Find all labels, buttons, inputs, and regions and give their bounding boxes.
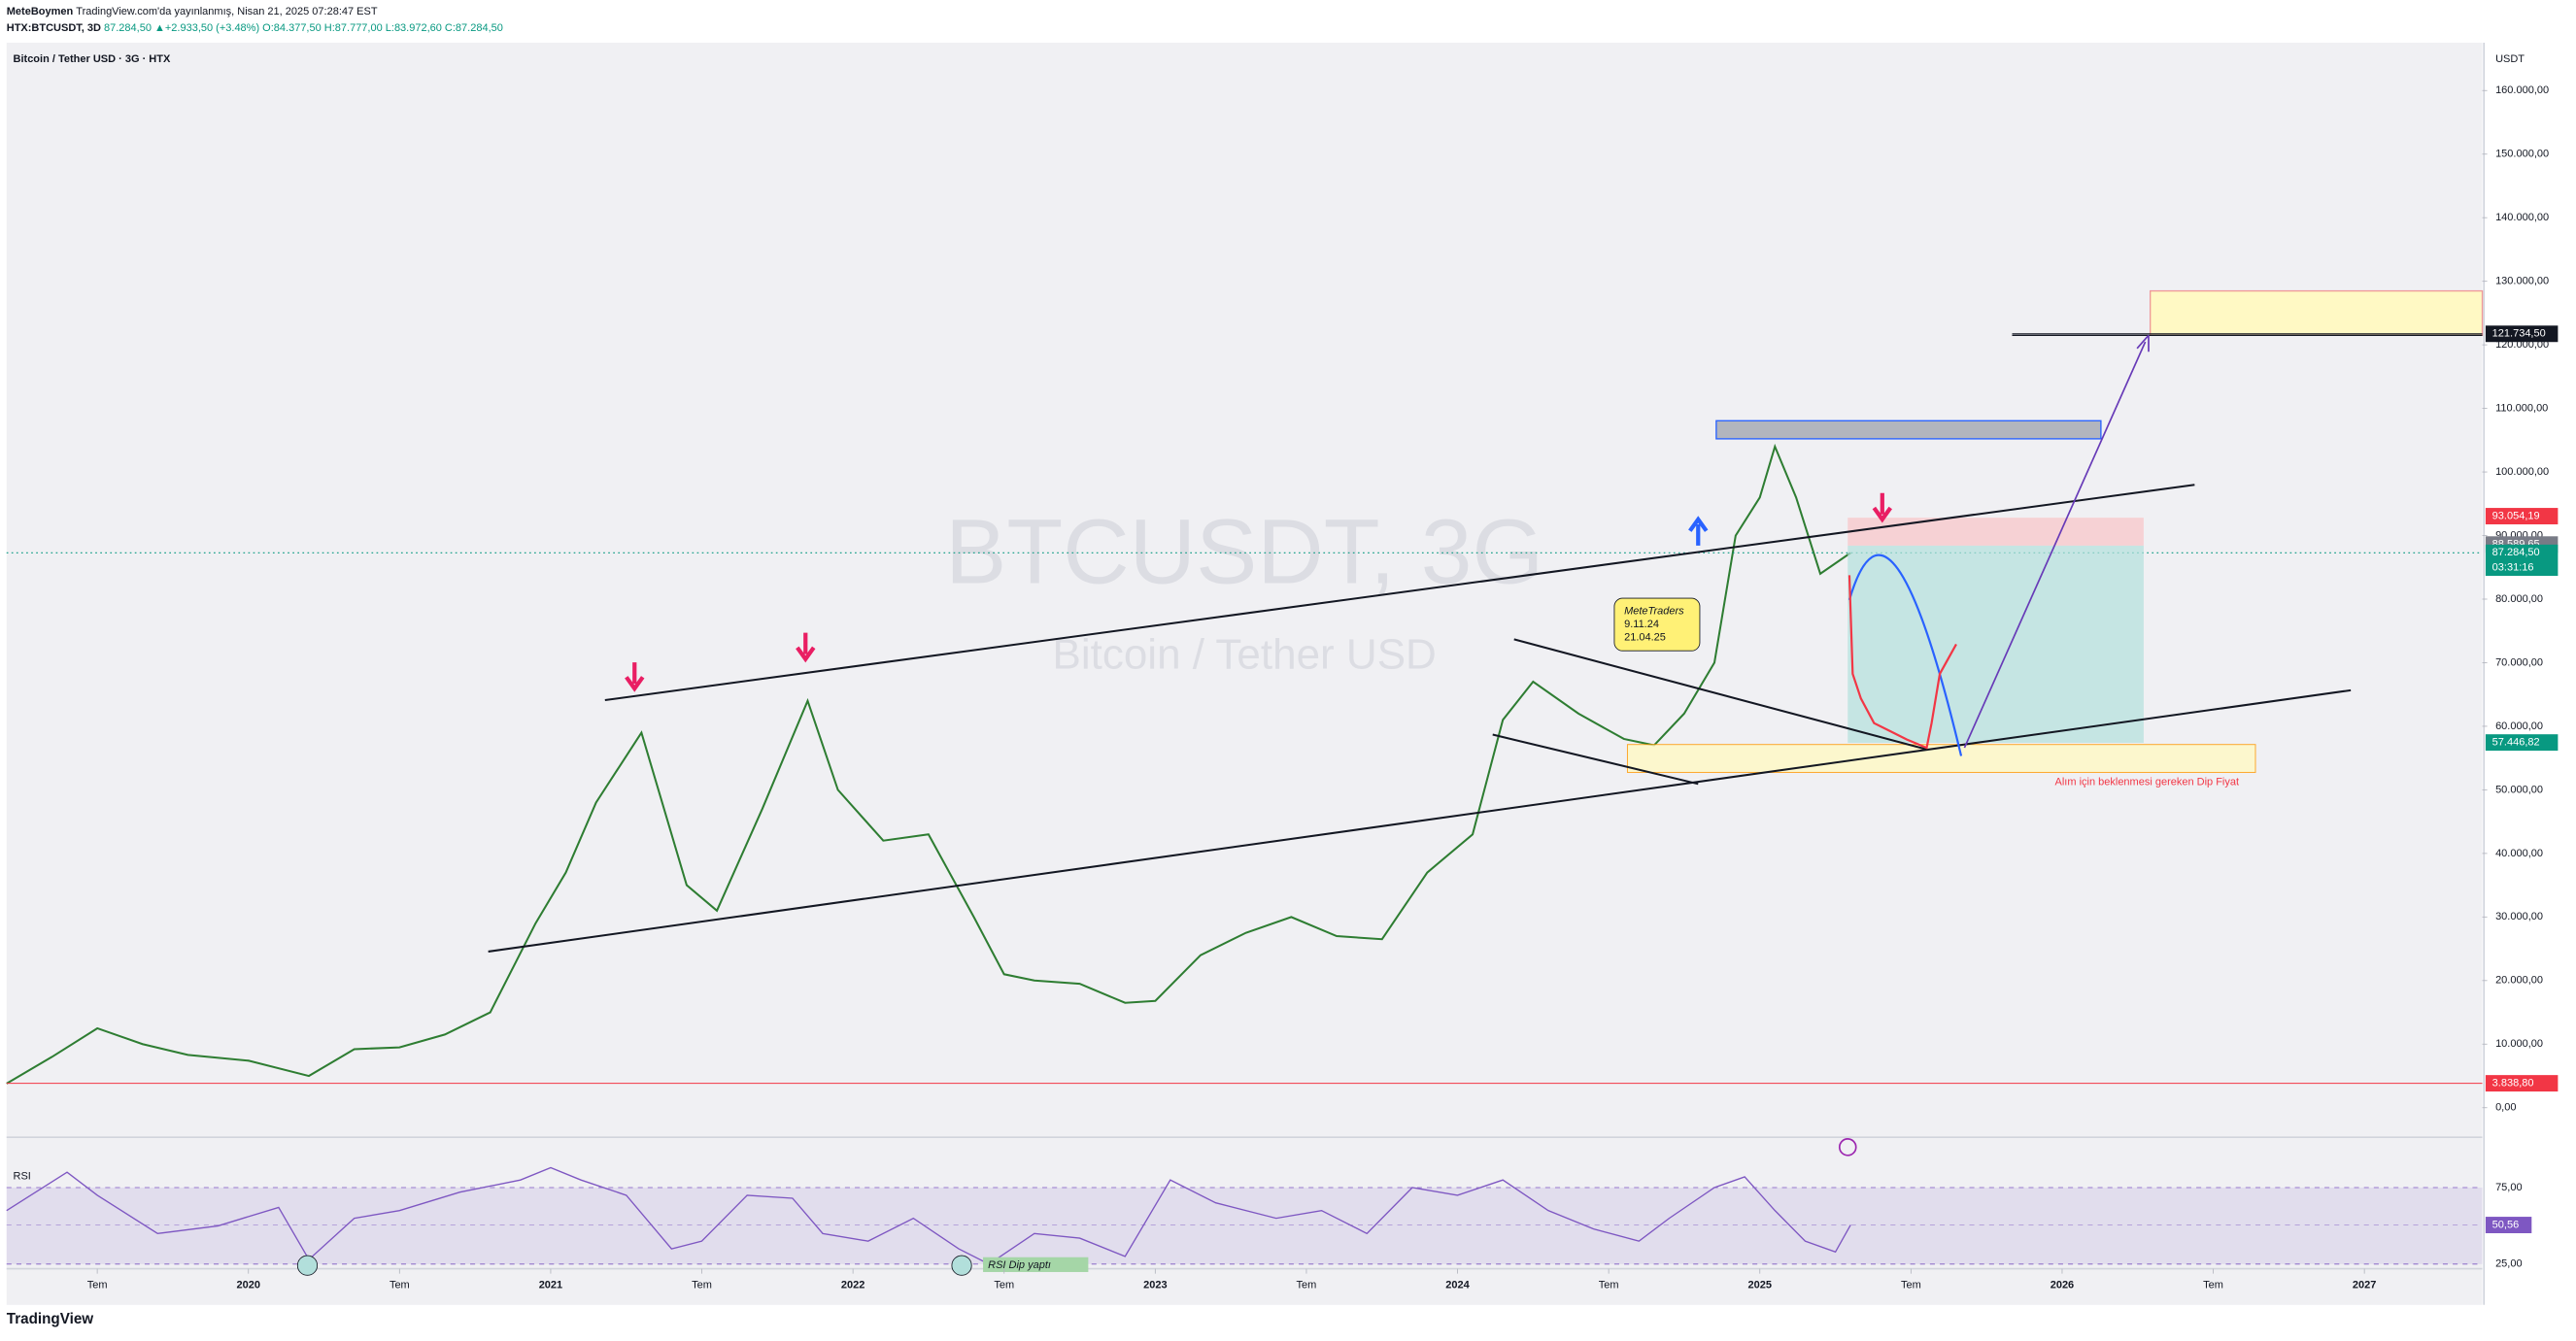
price-label: 121.734,50 — [2492, 328, 2546, 340]
x-tick-label: 2022 — [841, 1279, 864, 1291]
x-tick-label: Tem — [2203, 1279, 2223, 1291]
price-label-box — [2485, 325, 2559, 343]
y-tick-label: 75,00 — [2495, 1182, 2523, 1193]
symbol-line: HTX:BTCUSDT, 3D 87.284,50 ▲+2.933,50 (+3… — [7, 22, 503, 34]
watermark-sub: Bitcoin / Tether USD — [1052, 631, 1436, 679]
y-tick-label: 110.000,00 — [2495, 402, 2548, 414]
publisher-note: TradingView.com'da yayınlanmış, Nisan 21… — [76, 6, 378, 17]
x-tick-label: 2026 — [2051, 1279, 2074, 1291]
wedge-bottom — [1492, 733, 1699, 786]
price-label: 87.284,50 — [2492, 547, 2540, 558]
y-tick-label: 70.000,00 — [2495, 656, 2543, 668]
price-label: 93.054,19 — [2492, 510, 2540, 521]
price-line — [6, 443, 1851, 1085]
target-box — [2149, 289, 2484, 336]
publisher: MeteBoymen — [7, 6, 74, 17]
down-arrow — [796, 632, 816, 663]
rsi-band — [6, 1187, 2483, 1264]
wedge-top — [1513, 638, 1927, 751]
brand: TradingView — [7, 1311, 94, 1327]
axis-unit: USDT — [2495, 53, 2525, 65]
annotation-text: 9.11.24 — [1624, 619, 1659, 630]
rsi-line — [6, 1166, 1851, 1265]
x-tick-label: 2027 — [2353, 1279, 2376, 1291]
x-tick-label: Tem — [1599, 1279, 1619, 1291]
target-zone — [1847, 545, 2144, 744]
y-tick-label: 25,00 — [2495, 1258, 2523, 1270]
x-tick-label: Tem — [390, 1279, 410, 1291]
annotation-text: 21.04.25 — [1624, 632, 1666, 644]
channel-top — [604, 484, 2195, 702]
price-label-box — [2485, 1075, 2559, 1092]
price-label-box — [2485, 508, 2559, 524]
down-arrow — [625, 662, 645, 692]
resistance-box — [1715, 419, 2102, 440]
y-tick-label: 50.000,00 — [2495, 784, 2543, 795]
y-tick-label: 140.000,00 — [2495, 212, 2549, 223]
x-tick-label: Tem — [692, 1279, 712, 1291]
y-tick-label: 100.000,00 — [2495, 466, 2549, 478]
rsi-marker — [296, 1255, 319, 1276]
annotation-box — [1613, 597, 1701, 652]
price-label-box — [2485, 734, 2559, 752]
rsi-marker — [951, 1255, 972, 1276]
x-tick-label: 2020 — [236, 1279, 259, 1291]
target-arrow — [1963, 341, 2147, 749]
y-tick-label: 10.000,00 — [2495, 1038, 2543, 1050]
x-tick-label: Tem — [87, 1279, 108, 1291]
x-tick-label: 2023 — [1143, 1279, 1167, 1291]
y-tick-label: 20.000,00 — [2495, 975, 2543, 987]
countdown: 03:31:16 — [2492, 561, 2534, 573]
alert-icon — [1838, 1138, 1857, 1157]
y-tick-label: 130.000,00 — [2495, 276, 2549, 287]
symbol: HTX:BTCUSDT, 3D — [7, 22, 101, 34]
rsi-title: RSI — [14, 1171, 31, 1183]
price-label-box — [2485, 544, 2559, 576]
rsi-label: 50,56 — [2492, 1219, 2520, 1230]
y-tick-label: 40.000,00 — [2495, 848, 2543, 859]
price-label: 88.589,65 — [2492, 539, 2540, 551]
rsi-note-box — [983, 1257, 1089, 1272]
up-arrow — [1688, 516, 1709, 546]
forecast-arc — [1847, 553, 1963, 756]
y-tick-label: 80.000,00 — [2495, 593, 2543, 605]
watermark: BTCUSDT, 3G — [945, 500, 1543, 603]
y-tick-label: 60.000,00 — [2495, 721, 2543, 732]
x-tick-label: 2024 — [1445, 1279, 1470, 1291]
annotation-text: MeteTraders — [1624, 606, 1684, 618]
price-label: 3.838,80 — [2492, 1078, 2534, 1090]
x-tick-label: 2025 — [1748, 1279, 1772, 1291]
down-arrow — [1872, 492, 1892, 523]
arrow-head — [2136, 334, 2150, 352]
y-tick-label: 150.000,00 — [2495, 149, 2549, 160]
price-label: 57.446,82 — [2492, 737, 2540, 749]
rsi-note: RSI Dip yaptı — [988, 1259, 1051, 1271]
bar-pattern — [1847, 575, 1957, 750]
channel-bottom — [488, 688, 2352, 953]
y-tick-label: 0,00 — [2495, 1102, 2516, 1114]
x-tick-label: Tem — [994, 1279, 1014, 1291]
x-tick-label: 2021 — [539, 1279, 562, 1291]
risk-zone — [1847, 518, 2144, 546]
dip-note: Alım için beklenmesi gereken Dip Fiyat — [2055, 777, 2240, 788]
ohlc: 87.284,50 ▲+2.933,50 (+3.48%) O:84.377,5… — [104, 22, 503, 34]
dip-box — [1626, 744, 2256, 773]
x-tick-label: Tem — [1901, 1279, 1921, 1291]
y-tick-label: 160.000,00 — [2495, 84, 2549, 96]
y-tick-label: 30.000,00 — [2495, 911, 2543, 922]
x-tick-label: Tem — [1297, 1279, 1317, 1291]
rsi-label-box — [2485, 1217, 2532, 1233]
header-line: MeteBoymen TradingView.com'da yayınlanmı… — [7, 6, 378, 17]
legend-title: Bitcoin / Tether USD · 3G · HTX — [14, 53, 171, 65]
